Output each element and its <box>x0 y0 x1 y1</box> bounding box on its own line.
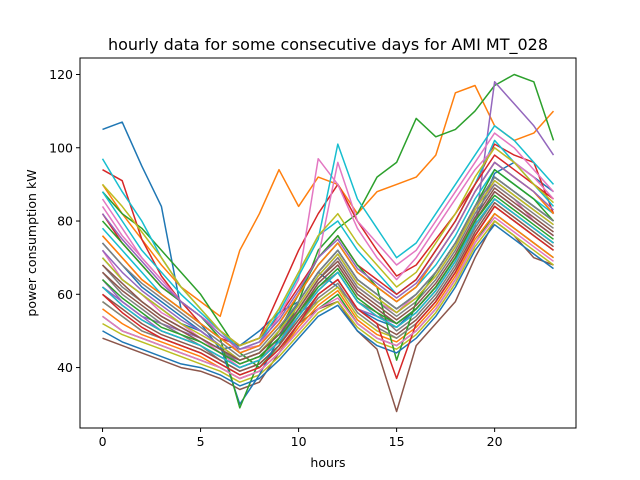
x-axis-ticks: 0 5 10 15 20 <box>99 428 503 449</box>
series-line <box>101 205 554 380</box>
series-lines <box>101 73 555 413</box>
y-tick-label: 80 <box>57 214 73 229</box>
series-line <box>101 179 554 361</box>
y-axis-ticks: 40 60 80 100 120 <box>49 67 80 375</box>
series-line <box>102 220 554 383</box>
series-line <box>102 212 554 380</box>
chart-title: hourly data for some consecutive days fo… <box>108 35 548 55</box>
series-line <box>102 223 554 387</box>
y-tick-label: 40 <box>57 360 73 375</box>
x-tick-label: 5 <box>197 434 205 449</box>
y-tick-label: 120 <box>49 67 73 82</box>
x-tick-label: 0 <box>99 434 107 449</box>
x-tick-label: 15 <box>389 434 405 449</box>
series-line <box>102 220 554 413</box>
series-line <box>101 187 554 361</box>
y-axis-label: power consumption kW <box>24 169 39 316</box>
plot-frame <box>79 57 577 429</box>
series-line <box>101 194 554 365</box>
series-line <box>102 216 554 380</box>
series-line <box>101 73 555 369</box>
series-line <box>101 198 554 369</box>
series-line <box>101 176 554 358</box>
y-tick-label: 60 <box>57 287 73 302</box>
x-tick-label: 20 <box>487 434 503 449</box>
y-tick-label: 100 <box>49 140 73 155</box>
series-line <box>101 147 555 347</box>
x-axis-label: hours <box>310 455 345 470</box>
x-tick-label: 10 <box>291 434 307 449</box>
series-line <box>101 161 555 350</box>
series-line <box>101 125 555 350</box>
